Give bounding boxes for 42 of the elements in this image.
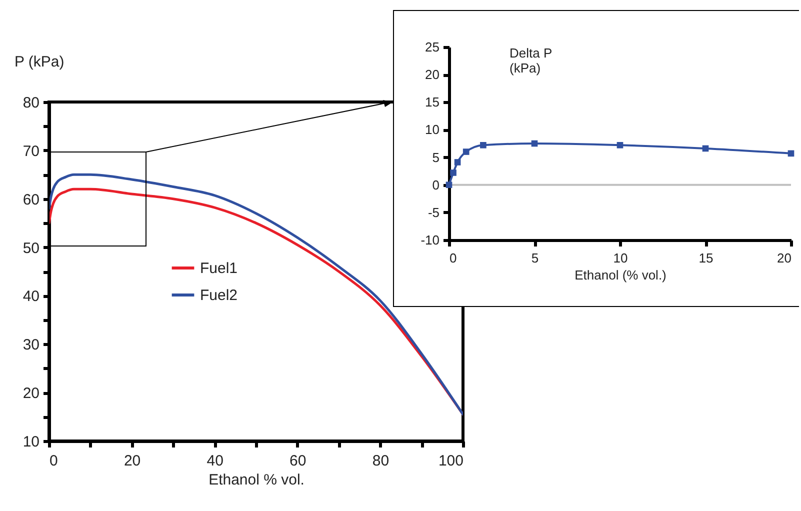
x-tick-label: 20 xyxy=(124,452,141,470)
x-tick-label: 100 xyxy=(438,452,464,470)
y-tick-label: 80 xyxy=(22,94,40,112)
point xyxy=(446,182,452,188)
x-tick-label: 20 xyxy=(777,250,792,266)
x-axis-title: Ethanol % vol. xyxy=(208,472,304,488)
y-tick-label: 70 xyxy=(22,142,40,160)
y-tick-label: 20 xyxy=(425,67,440,82)
legend-label: Fuel1 xyxy=(200,260,238,277)
y-axis-title: Delta P (kPa) xyxy=(510,46,552,76)
x-tick-label: 0 xyxy=(50,452,58,470)
point xyxy=(480,142,486,148)
x-axis-title: Ethanol (% vol.) xyxy=(574,268,666,282)
y-tick-label: 60 xyxy=(22,191,40,208)
point xyxy=(462,148,470,155)
y-tick-label: 30 xyxy=(22,336,40,354)
x-tick-label: 80 xyxy=(372,452,390,470)
x-tick-label: 10 xyxy=(613,250,628,266)
y-tick-label: 15 xyxy=(425,94,440,110)
point xyxy=(616,142,624,148)
y-tick-label: 20 xyxy=(22,385,40,402)
point xyxy=(531,140,538,147)
y-tick-label: 40 xyxy=(22,288,40,306)
x-tick-label: 60 xyxy=(290,452,306,470)
point xyxy=(702,145,709,152)
y-tick-label: 10 xyxy=(22,434,40,450)
y-tick-label: -5 xyxy=(428,204,440,220)
legend-label: Fuel2 xyxy=(200,287,238,304)
y-tick-label: 50 xyxy=(22,240,40,257)
x-tick-label: 0 xyxy=(450,250,457,266)
x-tick-label: 40 xyxy=(206,452,224,470)
point xyxy=(454,159,461,166)
point xyxy=(450,170,456,176)
x-tick-label: 5 xyxy=(531,250,539,266)
x-tick-label: 15 xyxy=(698,250,714,266)
y-axis-title: P (kPa) xyxy=(14,54,64,70)
y-tick-label: 10 xyxy=(425,122,440,138)
y-tick-label: -10 xyxy=(420,232,440,248)
point xyxy=(788,150,794,157)
y-tick-label: 25 xyxy=(425,40,440,54)
y-tick-label: 5 xyxy=(432,150,440,165)
y-tick-label: 0 xyxy=(432,177,440,192)
